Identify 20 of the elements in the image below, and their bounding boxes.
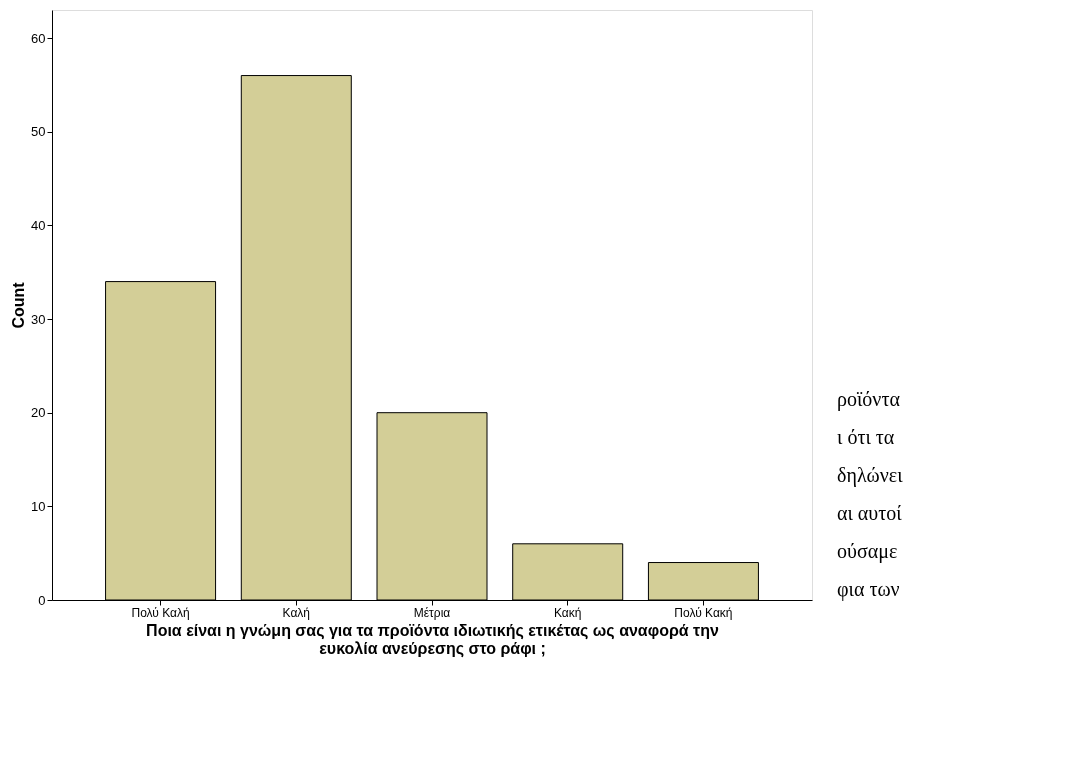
y-tick-label: 60 — [31, 30, 46, 46]
text: ούσαμε — [837, 540, 898, 563]
text: δηλώνει — [837, 464, 904, 487]
y-tick-label: 0 — [38, 592, 46, 608]
y-tick-label: 20 — [31, 405, 46, 421]
text: ι ότι τα — [837, 426, 895, 448]
text: φια των — [837, 578, 900, 601]
y-tick-label: 50 — [31, 124, 46, 140]
text: αι αυτοί — [837, 502, 903, 524]
text: ροϊόντα — [837, 388, 901, 411]
x-axis-title: Ποια είναι η γνώμη σας για τα προϊόντα ιδιωτικής ετικέτας ως αναφορά την ευκολία ανεύρεσης στο ράφι ; — [146, 621, 720, 658]
x-tick-label: Κακή — [553, 605, 582, 620]
y-tick-label: 30 — [31, 311, 46, 327]
y-axis-title: Count — [10, 281, 28, 329]
x-tick-label: Καλή — [282, 605, 311, 620]
y-tick-label: 10 — [31, 498, 46, 514]
x-tick-label: Πολύ Καλή — [131, 605, 190, 620]
x-tick-label: Πολύ Κακή — [674, 605, 733, 620]
x-tick-label: Μέτρια — [413, 605, 451, 620]
y-tick-label: 40 — [31, 217, 46, 233]
